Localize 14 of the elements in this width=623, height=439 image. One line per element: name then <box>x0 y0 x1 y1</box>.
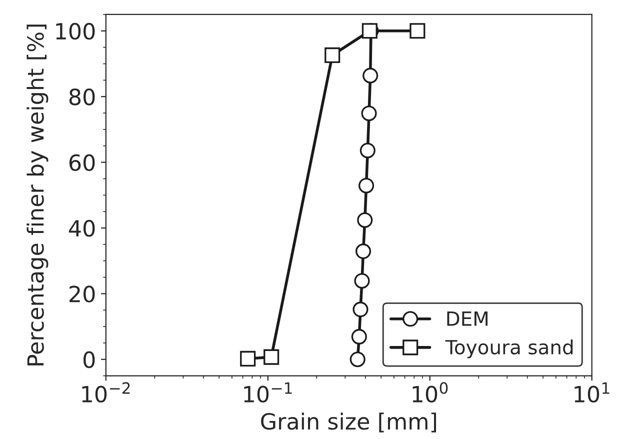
y-tick-label: 60 <box>69 154 95 172</box>
x-tick-label: 10$^{−2}$ <box>82 382 130 403</box>
y-tick-label: 20 <box>70 286 95 302</box>
legend-label: Toyoura sand <box>445 339 573 358</box>
x-tick-label: 10$^{1}$ <box>574 382 610 403</box>
x-tick-label: 10$^{0}$ <box>412 382 448 403</box>
legend-label: DEM <box>447 312 488 326</box>
y-tick-label: 40 <box>68 220 95 237</box>
x-tick-label: 10$^{−1}$ <box>244 382 292 403</box>
x-axis-title: Grain size [mm] <box>261 412 436 432</box>
y-axis-title: Percentage finer by weight [%] <box>26 24 48 366</box>
y-tick-label: 100 <box>56 22 95 40</box>
y-tick-label: 80 <box>69 88 95 106</box>
y-tick-label: 0 <box>84 351 95 368</box>
